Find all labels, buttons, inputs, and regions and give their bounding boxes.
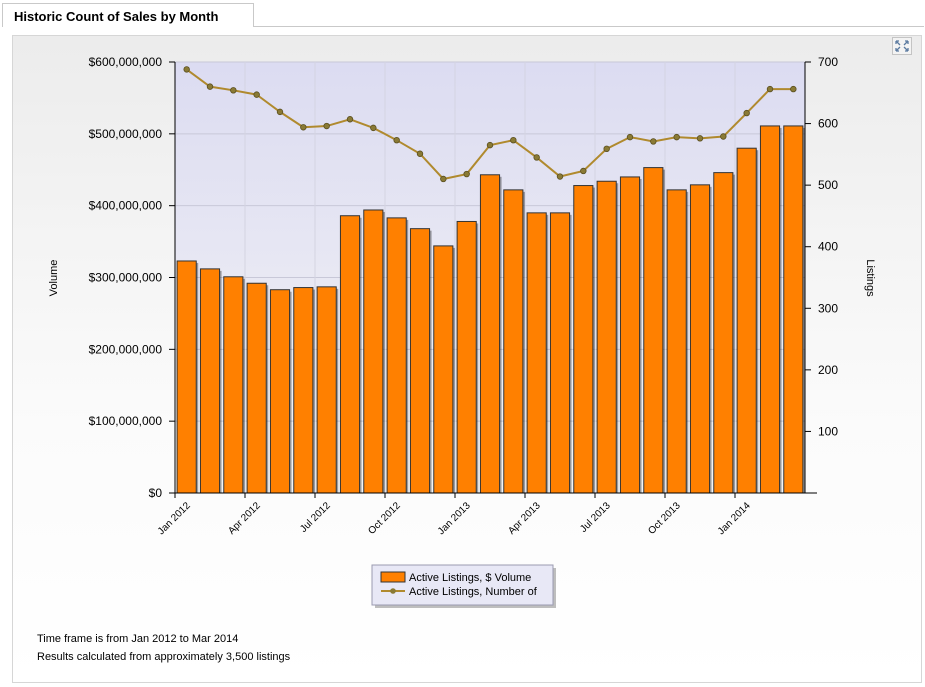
y2-axis-label: Listings xyxy=(864,259,876,297)
footnote-listings: Results calculated from approximately 3,… xyxy=(37,651,291,663)
bar xyxy=(573,185,594,494)
line-marker xyxy=(486,141,494,149)
bar xyxy=(689,184,711,494)
line-marker xyxy=(276,108,284,116)
legend-label-number: Active Listings, Number of xyxy=(409,586,538,598)
bar xyxy=(596,180,617,494)
line-marker xyxy=(206,83,214,90)
x-tick-label: Jan 2014 xyxy=(716,500,753,537)
expand-arrows-icon[interactable] xyxy=(892,37,912,55)
bar xyxy=(176,260,197,494)
line-marker xyxy=(673,133,680,141)
x-tick-label: Oct 2012 xyxy=(366,500,403,537)
bar xyxy=(316,286,337,494)
bar xyxy=(549,212,571,494)
line-marker xyxy=(253,91,260,98)
line-marker xyxy=(696,135,704,142)
line-marker xyxy=(510,136,517,144)
bar xyxy=(293,287,314,494)
footnote-timeframe: Time frame is from Jan 2012 to Mar 2014 xyxy=(37,633,239,645)
line-marker xyxy=(650,138,657,145)
y2-tick-label: 400 xyxy=(818,240,838,254)
line-marker xyxy=(533,154,540,161)
line-marker xyxy=(720,133,727,140)
tab-divider xyxy=(254,26,924,27)
bar xyxy=(713,172,734,494)
bar xyxy=(246,282,267,494)
bar xyxy=(503,189,524,494)
legend-label-volume: Active Listings, $ Volume xyxy=(409,572,531,584)
y-tick-label: $100,000,000 xyxy=(89,414,163,428)
line-marker xyxy=(463,170,470,178)
x-tick-label: Jan 2013 xyxy=(436,500,473,537)
bar xyxy=(643,167,664,494)
line-marker xyxy=(183,66,190,73)
line-marker xyxy=(300,124,307,131)
bar xyxy=(433,245,454,494)
chart-title: Historic Count of Sales by Month xyxy=(14,9,219,24)
line-marker xyxy=(626,133,634,141)
y-axis-ticks: $0 $100,000,000 $200,000,000 $300,000,000 $4… xyxy=(89,55,175,500)
line-marker xyxy=(370,124,377,132)
line-marker xyxy=(766,85,774,93)
y2-axis-ticks: 100 200 300 400 500 600 700 xyxy=(805,55,838,438)
y-tick-label: $200,000,000 xyxy=(89,342,163,356)
bar xyxy=(409,228,431,494)
x-tick-label: Jan 2012 xyxy=(156,500,193,537)
legend-marker-number xyxy=(390,588,396,594)
y-tick-label: $400,000,000 xyxy=(89,199,163,213)
y-tick-label: $0 xyxy=(149,486,163,500)
bar xyxy=(456,220,477,494)
line-marker xyxy=(603,145,610,153)
bar xyxy=(386,217,407,494)
y2-tick-label: 300 xyxy=(818,301,838,315)
bar xyxy=(199,268,221,494)
x-tick-label: Jul 2012 xyxy=(298,500,333,535)
bar xyxy=(526,212,547,494)
y2-tick-label: 100 xyxy=(818,424,838,438)
line-marker xyxy=(556,173,564,180)
bar xyxy=(666,189,687,494)
line-marker xyxy=(790,85,797,93)
line-marker xyxy=(416,150,424,157)
y-tick-label: $300,000,000 xyxy=(89,271,163,285)
bar xyxy=(269,289,291,494)
bar xyxy=(759,125,781,494)
bar xyxy=(339,215,361,494)
bar-series xyxy=(176,125,805,494)
y2-tick-label: 700 xyxy=(818,55,838,69)
legend: Active Listings, $ Volume Active Listing… xyxy=(371,564,556,608)
y2-tick-label: 600 xyxy=(818,117,838,131)
line-marker xyxy=(440,175,447,183)
x-tick-label: Jul 2013 xyxy=(578,500,613,535)
x-tick-label: Oct 2013 xyxy=(646,500,683,537)
y2-tick-label: 200 xyxy=(818,363,838,377)
line-marker xyxy=(393,136,400,144)
y-tick-label: $600,000,000 xyxy=(89,55,163,69)
legend-swatch-volume xyxy=(380,571,406,583)
line-marker xyxy=(743,109,750,117)
bar xyxy=(223,276,244,494)
bar xyxy=(619,176,641,494)
line-marker xyxy=(580,167,587,175)
bar xyxy=(363,209,384,494)
y-axis-label: Volume xyxy=(48,260,60,297)
y2-tick-label: 500 xyxy=(818,178,838,192)
y-tick-label: $500,000,000 xyxy=(89,127,163,141)
bar xyxy=(479,174,501,494)
x-tick-label: Apr 2012 xyxy=(226,500,263,537)
line-series xyxy=(183,66,797,183)
line-marker xyxy=(346,116,354,123)
chart-tab[interactable]: Historic Count of Sales by Month xyxy=(2,3,254,27)
x-tick-label: Apr 2013 xyxy=(506,500,543,537)
line-marker xyxy=(230,87,237,94)
x-axis-ticks: Jan 2012 Apr 2012 Jul 2012 Oct 2012 Jan 2013… xyxy=(156,493,753,537)
line-marker xyxy=(323,122,330,130)
bar xyxy=(783,125,804,494)
bar xyxy=(736,147,757,494)
